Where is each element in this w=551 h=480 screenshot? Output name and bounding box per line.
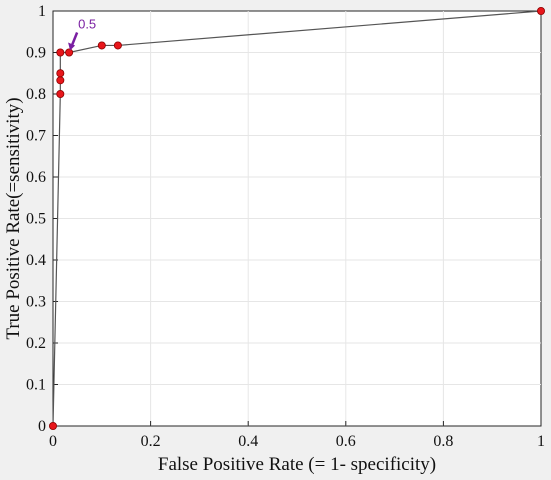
x-tick-label: 0.2 <box>141 433 161 450</box>
x-tick-label: 0.4 <box>238 433 258 450</box>
roc-point <box>537 7 546 15</box>
y-tick-label: 0.8 <box>26 86 46 103</box>
x-tick-label: 0.6 <box>336 433 356 450</box>
roc-point <box>49 421 58 430</box>
y-tick-label: 1 <box>38 3 46 20</box>
y-tick-label: 0.2 <box>26 335 46 352</box>
series-group <box>49 7 546 430</box>
roc-point <box>56 76 65 85</box>
y-tick-label: 0.3 <box>26 294 46 311</box>
y-tick-label: 0.6 <box>26 169 46 186</box>
annotation-arrowhead <box>68 42 76 51</box>
y-tick-label: 0 <box>38 418 46 435</box>
roc-point <box>56 69 65 78</box>
roc-point <box>56 48 65 57</box>
roc-point <box>56 90 65 99</box>
y-tick-label: 0.5 <box>26 211 46 228</box>
x-tick-label: 0 <box>49 433 57 450</box>
x-tick-label: 0.8 <box>433 433 453 450</box>
annotation-label: 0.5 <box>78 17 96 32</box>
roc-point <box>97 41 106 50</box>
roc-point <box>113 41 122 50</box>
grid <box>53 11 541 426</box>
y-tick-label: 0.4 <box>26 252 46 269</box>
x-axis-label: False Positive Rate (= 1- specificity) <box>158 454 436 475</box>
y-tick-label: 0.1 <box>26 377 46 394</box>
axis-ticks: 0 0.2 0.4 0.6 0.8 1 0 0.1 0.2 0.3 0.4 0.5 0.6 0.7 0.8 0… <box>26 3 545 450</box>
y-axis-label: True Positive Rate(=sensitivity) <box>3 97 24 339</box>
y-tick-label: 0.9 <box>26 45 46 62</box>
roc-point <box>65 48 74 57</box>
x-tick-label: 1 <box>537 433 545 450</box>
y-tick-label: 0.7 <box>26 128 46 145</box>
annotations: 0.5 <box>68 17 96 51</box>
